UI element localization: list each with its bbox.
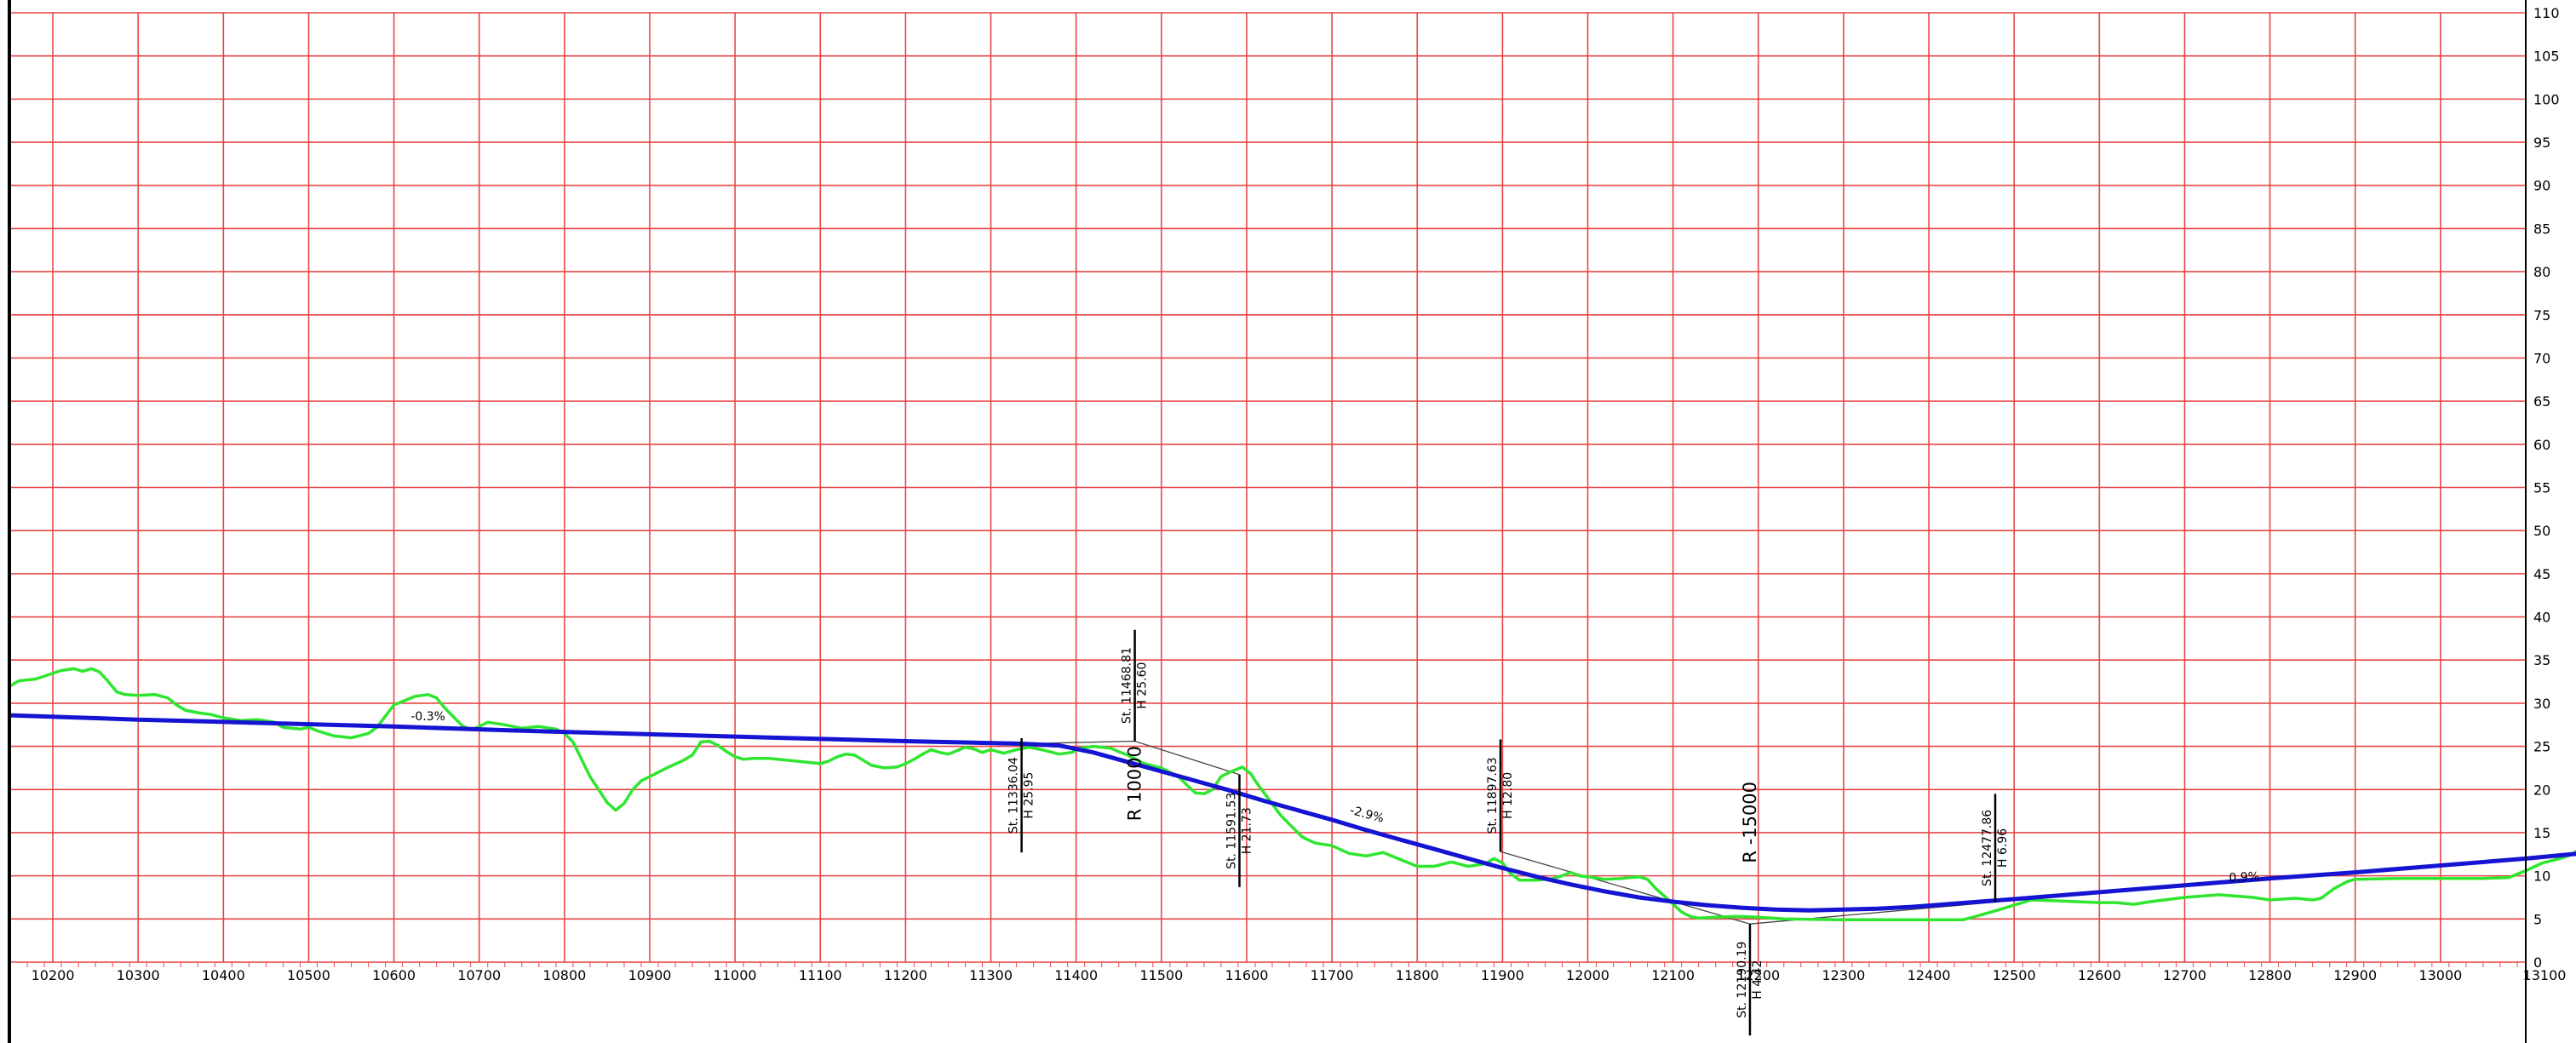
y-tick-label: 85: [2533, 221, 2550, 237]
x-tick-label: 11500: [1139, 967, 1183, 983]
ground-line: [9, 667, 2576, 922]
station-height-label: H 6.96: [1996, 828, 2010, 868]
x-tick-label: 10900: [628, 967, 672, 983]
x-tick-label: 10400: [202, 967, 245, 983]
station-label: St. 11591.53: [1225, 793, 1238, 869]
y-tick-label: 80: [2533, 264, 2550, 280]
y-tick-label: 75: [2533, 307, 2550, 324]
x-tick-label: 13100: [2523, 967, 2567, 983]
x-tick-label: 11900: [1481, 967, 1524, 983]
station-height-label: H 21.73: [1240, 807, 1254, 854]
station-height-label: H 25.95: [1023, 772, 1036, 819]
y-tick-label: 90: [2533, 178, 2550, 194]
y-tick-label: 15: [2533, 825, 2550, 841]
design-line: [8, 713, 2576, 913]
x-tick-label: 11700: [1311, 967, 1354, 983]
station-label: St. 11468.81: [1121, 647, 1134, 724]
x-tick-label: 10200: [32, 967, 75, 983]
x-tick-label: 11000: [714, 967, 757, 983]
y-tick-label: 40: [2533, 610, 2550, 626]
y-tick-label: 25: [2533, 739, 2550, 755]
x-tick-label: 12600: [2078, 967, 2121, 983]
x-tick-label: 10700: [457, 967, 501, 983]
x-tick-label: 11200: [884, 967, 927, 983]
series-layer: [8, 667, 2576, 922]
curve-radius-label: R 10000: [1125, 746, 1145, 821]
y-tick-label: 65: [2533, 393, 2550, 410]
y-tick-label: 50: [2533, 523, 2550, 539]
grid-layer: [9, 12, 2527, 967]
station-label: St. 12477.86: [1981, 810, 1994, 886]
y-tick-label: 60: [2533, 437, 2550, 453]
x-tick-label: 10500: [287, 967, 330, 983]
y-tick-label: 45: [2533, 566, 2550, 582]
x-tick-label: 10600: [372, 967, 416, 983]
curve-radius-label: R -15000: [1740, 782, 1760, 863]
x-tick-label: 10800: [542, 967, 586, 983]
x-tick-label: 12300: [1822, 967, 1865, 983]
y-tick-label: 100: [2533, 91, 2560, 107]
x-tick-label: 12800: [2248, 967, 2292, 983]
y-tick-label: 5: [2533, 911, 2542, 927]
y-tick-label: 110: [2533, 5, 2560, 21]
y-tick-label: 70: [2533, 350, 2550, 366]
station-label: St. 11336.04: [1007, 757, 1021, 834]
x-tick-label: 10300: [117, 967, 160, 983]
x-tick-label: 12000: [1566, 967, 1609, 983]
x-tick-label: 12400: [1908, 967, 1951, 983]
x-tick-label: 11300: [969, 967, 1013, 983]
x-tick-label: 12100: [1651, 967, 1695, 983]
station-height-label: H 12.80: [1501, 772, 1515, 819]
y-tick-label: 10: [2533, 868, 2550, 885]
x-tick-label: 12900: [2333, 967, 2377, 983]
x-tick-label: 11600: [1225, 967, 1269, 983]
y-tick-label: 105: [2533, 49, 2560, 65]
tick-labels: 0 5 10 15 20 25 30 35 40 45 50 55 60 65 70 75 80 85 90 95 10…: [32, 5, 2567, 983]
x-tick-label: 11800: [1396, 967, 1439, 983]
station-label: St. 11897.63: [1486, 757, 1500, 834]
grade-label: -0.3%: [410, 710, 445, 724]
y-tick-label: 35: [2533, 652, 2550, 668]
x-tick-label: 13000: [2418, 967, 2462, 983]
y-tick-label: 20: [2533, 782, 2550, 798]
x-tick-label: 12500: [1993, 967, 2036, 983]
x-tick-label: 12700: [2163, 967, 2206, 983]
y-tick-label: 0: [2533, 954, 2542, 971]
x-tick-label: 12200: [1736, 967, 1780, 983]
station-height-label: H 4.42: [1751, 960, 1764, 1000]
station-height-label: H 25.60: [1136, 662, 1150, 709]
y-tick-label: 95: [2533, 135, 2550, 151]
x-tick-label: 11400: [1054, 967, 1098, 983]
x-tick-label: 11100: [799, 967, 842, 983]
station-label: St. 12190.19: [1736, 942, 1749, 1018]
grade-label: 0.9%: [2229, 870, 2259, 885]
y-tick-label: 30: [2533, 696, 2550, 712]
station-markers: St. 11336.04 H 25.95 St. 11468.81 H 25.60 St…: [1007, 629, 2010, 1036]
grade-label: -2.9%: [1349, 804, 1386, 826]
y-tick-label: 55: [2533, 480, 2550, 496]
